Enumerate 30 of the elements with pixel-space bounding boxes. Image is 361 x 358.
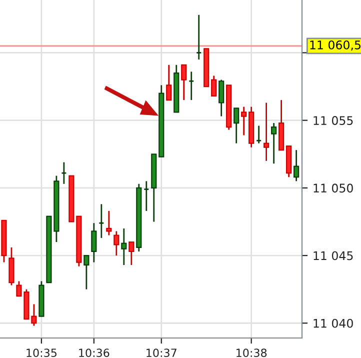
candlestick <box>218 79 224 117</box>
candlestick <box>128 241 134 266</box>
candlestick <box>234 107 240 144</box>
candlestick <box>264 102 270 162</box>
candlestick <box>188 70 194 101</box>
candlestick <box>143 180 150 212</box>
candlestick <box>181 64 187 101</box>
candlestick <box>211 75 217 97</box>
y-tick-label: 11 050 <box>314 184 353 193</box>
ref-line-label: 11 060,5 <box>310 40 360 51</box>
y-tick-label: 11 055 <box>314 116 353 125</box>
y-tick-label: 11 045 <box>314 251 353 260</box>
candlestick <box>91 222 97 263</box>
candlestick <box>294 149 300 182</box>
candlestick <box>256 125 262 144</box>
candlestick <box>98 203 104 239</box>
candlestick <box>84 254 90 290</box>
candlestick <box>271 122 277 164</box>
candlestick <box>106 210 112 236</box>
candlestick <box>60 162 67 185</box>
candlestick <box>241 106 247 136</box>
candlestick <box>121 228 127 266</box>
candlestick <box>114 230 120 256</box>
x-tick-label: 10:35 <box>26 348 56 358</box>
y-tick-label: 11 040 <box>314 318 353 328</box>
candlestick <box>166 64 172 101</box>
candlestick <box>196 14 202 60</box>
x-tick-label: 10:36 <box>79 348 110 358</box>
x-tick-label: 10:38 <box>236 348 267 358</box>
x-tick-label: 10:37 <box>146 348 176 358</box>
